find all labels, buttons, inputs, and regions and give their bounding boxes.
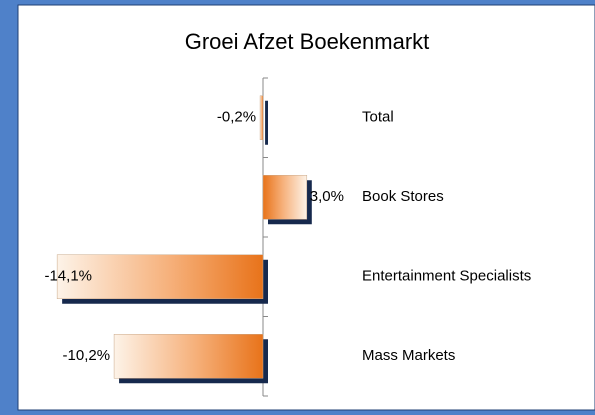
bar-shadow: [265, 100, 268, 145]
value-label: -0,2%: [217, 109, 256, 126]
category-label: Entertainment Specialists: [362, 268, 531, 285]
category-label: Book Stores: [362, 188, 444, 205]
bar: [113, 334, 264, 379]
chart-title: Groei Afzet Boekenmarkt: [185, 29, 430, 54]
value-label: -10,2%: [63, 347, 111, 364]
value-label: 3,0%: [310, 188, 344, 205]
bar: [259, 95, 264, 140]
category-label: Mass Markets: [362, 347, 455, 364]
category-label: Total: [362, 109, 394, 126]
plot: -0,2% Total 3,0% Book Stores -14,1% Entertain…: [44, 77, 531, 397]
value-label: -14,1%: [44, 268, 92, 285]
bar: [56, 254, 264, 299]
bar: [262, 175, 308, 220]
